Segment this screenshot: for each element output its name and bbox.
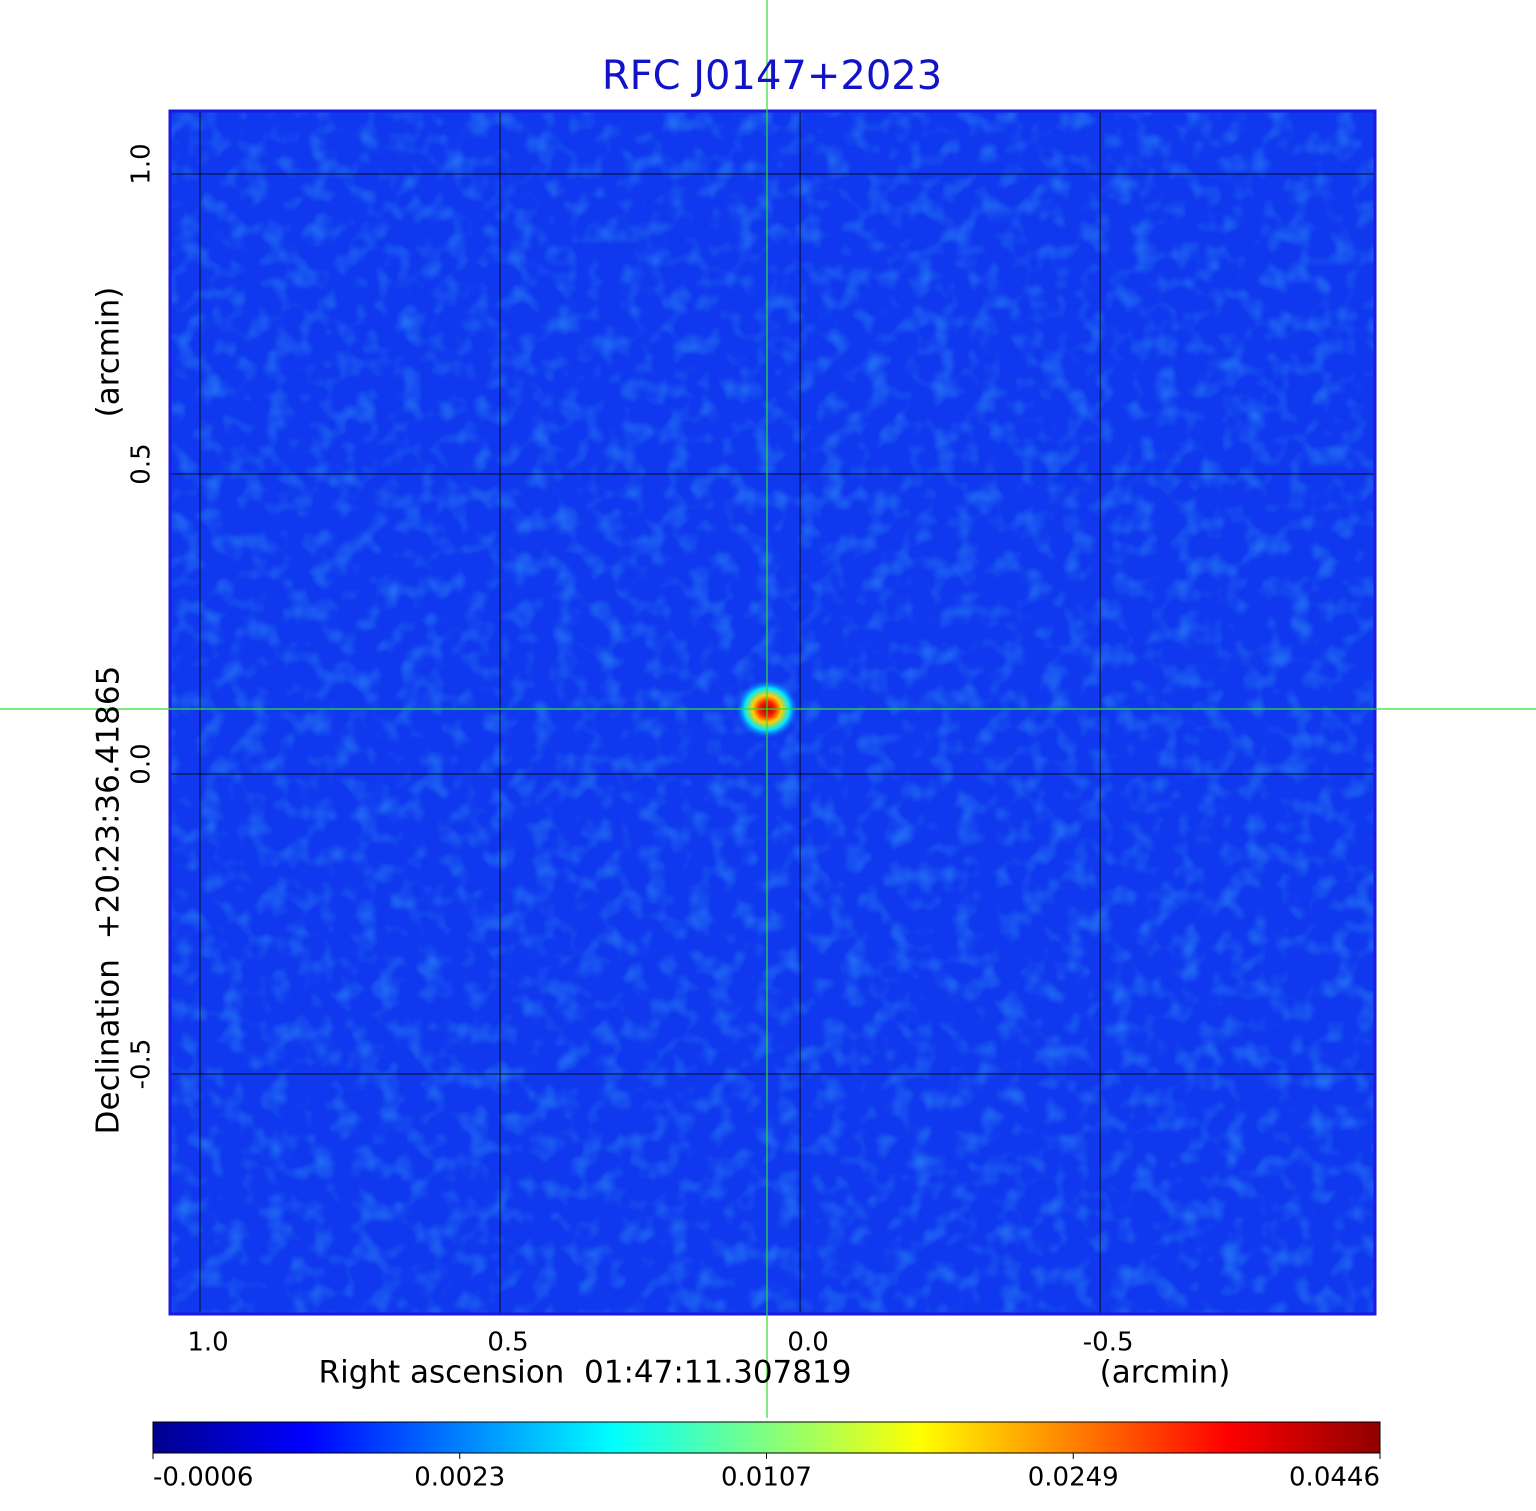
colorbar-tick-label: 0.0107: [721, 1463, 812, 1493]
y-axis-title: Declination +20:23:36.41865: [91, 666, 127, 1135]
x-tick-label: 1.0: [187, 1328, 228, 1358]
y-axis-unit: (arcmin): [91, 287, 127, 418]
y-tick-label: -0.5: [127, 1039, 157, 1090]
chart-title: RFC J0147+2023: [602, 53, 942, 99]
x-tick-label: 0.0: [787, 1328, 828, 1358]
colorbar-gradient: [152, 1421, 1381, 1454]
colorbar: -0.0006 0.0023 0.0107 0.0249 0.0446: [152, 1421, 1381, 1493]
colorbar-tick-label: 0.0023: [414, 1463, 505, 1493]
x-tick-label: -0.5: [1083, 1328, 1134, 1358]
x-tick-label: 0.5: [487, 1328, 528, 1358]
colorbar-tick-label: 0.0446: [1289, 1463, 1380, 1493]
image-panel: [170, 111, 1375, 1314]
y-tick-label: 1.0: [127, 143, 157, 184]
y-tick-label: 0.5: [127, 443, 157, 484]
colorbar-tick-label: 0.0249: [1028, 1463, 1119, 1493]
plot-frame: [168, 109, 1377, 1316]
grid: [170, 111, 1375, 1314]
y-tick-label: 0.0: [127, 743, 157, 784]
colorbar-tick-label: -0.0006: [153, 1463, 253, 1493]
x-axis-title: Right ascension 01:47:11.307819: [319, 1355, 852, 1391]
x-axis-unit: (arcmin): [1100, 1355, 1231, 1391]
